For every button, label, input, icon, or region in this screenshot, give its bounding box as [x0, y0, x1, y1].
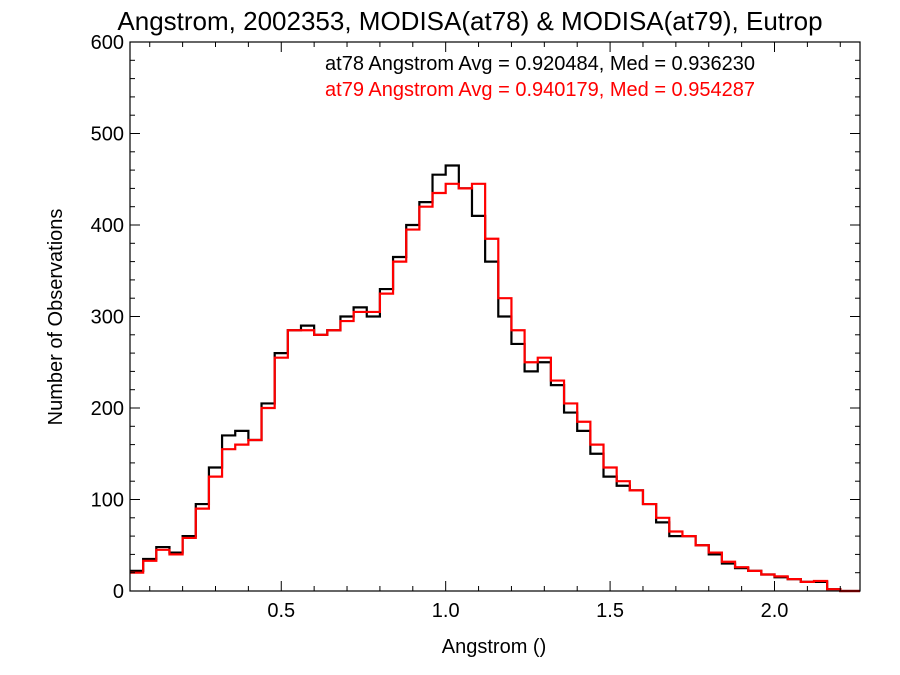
- y-axis-label: Number of Observations: [45, 209, 67, 426]
- x-axis-label: Angstrom (): [442, 636, 546, 658]
- x-tick-label: 1.5: [596, 600, 624, 622]
- plot-frame: [129, 41, 861, 592]
- x-tick-label: 0.5: [267, 600, 295, 622]
- y-tick-label: 600: [91, 32, 124, 54]
- y-tick-label: 0: [113, 581, 124, 603]
- series-line-at79: [130, 182, 860, 593]
- y-tick-label: 500: [91, 124, 124, 146]
- series-line-at78: [130, 164, 860, 593]
- annotation-at78: at78 Angstrom Avg = 0.920484, Med = 0.93…: [325, 53, 755, 75]
- chart-title: Angstrom, 2002353, MODISA(at78) & MODISA…: [117, 6, 822, 36]
- x-tick-label: 2.0: [761, 600, 789, 622]
- y-tick-label: 100: [91, 490, 124, 512]
- x-tick-label: 1.0: [432, 600, 460, 622]
- y-tick-label: 200: [91, 398, 124, 420]
- y-tick-label: 400: [91, 215, 124, 237]
- y-tick-label: 300: [91, 307, 124, 329]
- annotation-at79: at79 Angstrom Avg = 0.940179, Med = 0.95…: [325, 79, 755, 101]
